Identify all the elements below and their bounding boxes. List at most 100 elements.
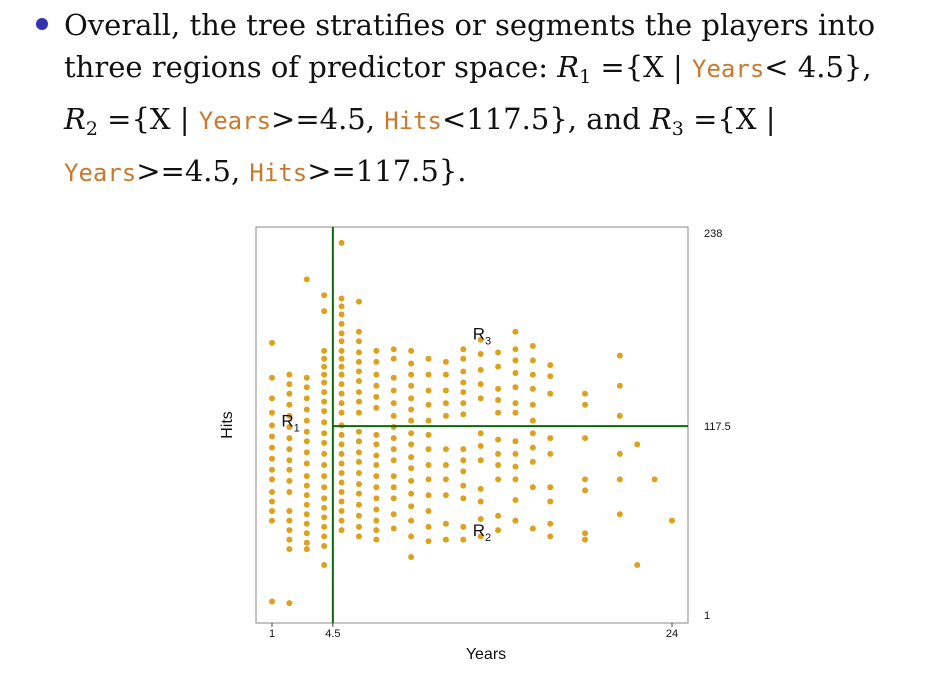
data-point — [408, 360, 415, 367]
data-point — [529, 371, 536, 378]
data-point — [321, 430, 328, 437]
data-point — [286, 412, 293, 419]
data-point — [477, 395, 484, 402]
data-point — [529, 343, 536, 350]
data-point — [512, 409, 519, 416]
data-point — [512, 463, 519, 470]
data-point — [390, 435, 397, 442]
data-point — [286, 546, 293, 553]
data-point — [303, 501, 310, 508]
data-point — [477, 336, 484, 343]
data-point — [321, 462, 328, 469]
data-point — [425, 387, 432, 394]
data-point — [425, 371, 432, 378]
data-point — [425, 538, 432, 545]
data-point — [321, 347, 328, 354]
data-point — [460, 468, 467, 475]
data-point — [495, 363, 502, 370]
data-point — [355, 377, 362, 384]
data-point — [512, 384, 519, 391]
data-point — [303, 374, 310, 381]
region-label: R1 — [281, 412, 299, 435]
data-point — [373, 462, 380, 469]
data-point — [321, 419, 328, 426]
data-point — [547, 498, 554, 505]
data-point — [460, 495, 467, 502]
data-point — [442, 462, 449, 469]
data-point — [373, 393, 380, 400]
data-point — [477, 485, 484, 492]
data-point — [373, 517, 380, 524]
data-point — [582, 435, 589, 442]
data-point — [303, 492, 310, 499]
data-point — [547, 450, 554, 457]
data-point — [495, 450, 502, 457]
y-tick-label: 1 — [704, 610, 710, 622]
data-point — [269, 498, 275, 505]
data-point — [547, 435, 554, 442]
data-point — [303, 482, 310, 489]
data-point — [355, 338, 362, 345]
data-point — [616, 450, 623, 457]
data-point — [442, 536, 449, 543]
data-point — [634, 441, 641, 448]
data-point — [321, 495, 328, 502]
data-point — [338, 390, 345, 397]
data-point — [338, 527, 345, 534]
data-point — [547, 373, 554, 380]
data-point — [269, 508, 275, 515]
data-point — [495, 527, 502, 534]
data-point — [582, 536, 589, 543]
data-point — [373, 347, 380, 354]
data-point — [355, 512, 362, 519]
data-point — [390, 374, 397, 381]
data-point — [338, 508, 345, 515]
data-point — [616, 382, 623, 389]
data-point — [373, 382, 380, 389]
data-point — [286, 423, 293, 430]
data-point — [286, 446, 293, 453]
data-point — [373, 473, 380, 480]
data-point — [582, 530, 589, 537]
data-point — [373, 358, 380, 365]
data-point — [669, 517, 675, 524]
data-point — [495, 512, 502, 519]
data-point — [355, 398, 362, 405]
data-point — [477, 457, 484, 464]
data-point — [651, 476, 658, 483]
data-point — [495, 462, 502, 469]
x-tick-label: 24 — [666, 628, 678, 640]
data-point — [390, 525, 397, 532]
data-point — [529, 525, 536, 532]
data-point — [477, 515, 484, 522]
data-point — [373, 371, 380, 378]
data-point — [338, 450, 345, 457]
data-point — [321, 542, 328, 549]
x-axis-label: Years — [466, 646, 506, 663]
data-point — [286, 600, 293, 607]
data-point — [338, 239, 345, 246]
data-point — [547, 520, 554, 527]
data-point — [286, 477, 293, 484]
data-point — [460, 346, 467, 353]
data-point — [408, 371, 415, 378]
data-point — [338, 338, 345, 345]
data-point — [303, 530, 310, 537]
data-point — [286, 390, 293, 397]
data-point — [495, 385, 502, 392]
data-point — [355, 358, 362, 365]
data-point — [529, 430, 536, 437]
data-point — [373, 452, 380, 459]
data-point — [338, 311, 345, 318]
data-point — [303, 438, 310, 445]
data-point — [373, 404, 380, 411]
data-point — [355, 368, 362, 375]
data-point — [408, 347, 415, 354]
data-point — [425, 401, 432, 408]
data-point — [269, 422, 275, 429]
data-point — [286, 489, 293, 496]
data-point — [321, 523, 328, 530]
data-point — [269, 598, 275, 605]
data-point — [460, 482, 467, 489]
data-point — [269, 466, 275, 473]
